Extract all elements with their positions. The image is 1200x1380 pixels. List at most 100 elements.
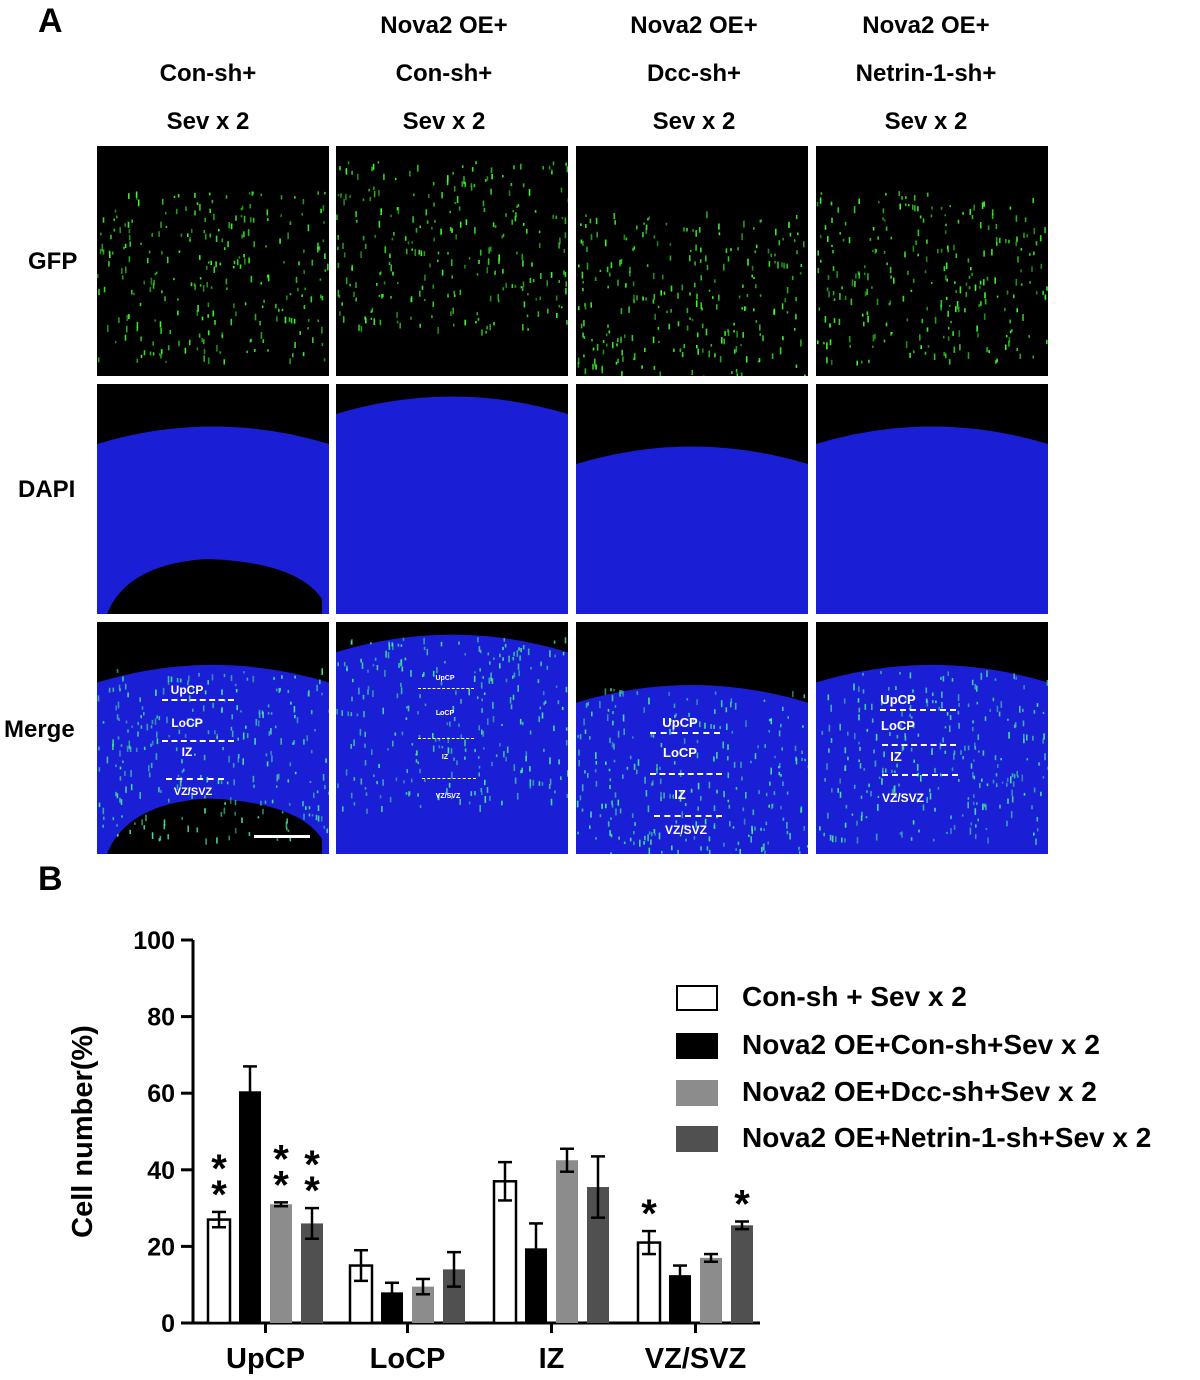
- bar: [587, 1187, 609, 1323]
- legend-swatch: [676, 985, 718, 1011]
- legend-label: Nova2 OE+Con-sh+Sev x 2: [742, 1029, 1100, 1060]
- zone-label-vzsvz: VZ/SVZ: [173, 786, 213, 798]
- bar: [669, 1275, 691, 1323]
- scale-bar: [254, 835, 310, 838]
- zone-label-iz: IZ: [674, 787, 686, 802]
- significance-mark: *: [211, 1147, 227, 1191]
- zone-label-iz: IZ: [890, 749, 902, 764]
- row-label-merge: Merge: [4, 716, 75, 743]
- row-label-dapi: DAPI: [18, 476, 76, 503]
- zone-divider: [654, 815, 722, 817]
- significance-mark: *: [273, 1163, 289, 1207]
- merge-micrograph: [576, 622, 808, 854]
- zone-divider: [650, 773, 722, 775]
- legend-swatch: [676, 1033, 718, 1059]
- column-header-3: Nova2 OE+ Dcc-sh+ Sev x 2: [574, 2, 814, 146]
- gfp-micrograph: [816, 146, 1048, 376]
- zone-divider: [422, 778, 476, 779]
- column-header-line: Sev x 2: [652, 108, 736, 135]
- zone-label-upcp: UpCP: [170, 683, 204, 697]
- merge-micrograph: [816, 622, 1048, 854]
- zone-label-iz: IZ: [441, 754, 449, 761]
- column-header-line: Dcc-sh+: [646, 60, 742, 87]
- zone-divider: [880, 709, 956, 711]
- dapi-micrograph: [97, 384, 329, 614]
- column-header-1: Con-sh+ Sev x 2: [88, 2, 328, 146]
- zone-divider: [162, 740, 234, 742]
- gfp-micrograph: [336, 146, 568, 376]
- column-header-line: Nova2 OE+: [630, 12, 758, 39]
- bar: [412, 1286, 434, 1323]
- bar: [301, 1223, 323, 1323]
- zone-label-upcp: UpCP: [662, 715, 698, 730]
- legend-swatch: [676, 1126, 718, 1152]
- zone-label-locp: LoCP: [171, 716, 203, 730]
- row-label-gfp: GFP: [28, 248, 78, 275]
- zone-label-locp: LoCP: [663, 745, 697, 760]
- column-header-line: Sev x 2: [166, 108, 250, 135]
- dapi-micrograph: [816, 384, 1048, 614]
- significance-mark: *: [304, 1169, 320, 1213]
- bar: [525, 1248, 547, 1323]
- y-tick-label: 0: [161, 1310, 175, 1338]
- y-tick-label: 40: [147, 1157, 175, 1185]
- gfp-micrograph: [97, 146, 329, 376]
- y-tick-label: 100: [133, 927, 175, 955]
- bar: [731, 1225, 753, 1323]
- panel-b-letter: B: [38, 860, 63, 898]
- dapi-micrograph: [336, 384, 568, 614]
- y-tick-label: 60: [147, 1080, 175, 1108]
- bar: [206, 1218, 232, 1325]
- significance-mark: *: [211, 1173, 227, 1217]
- zone-label-vzsvz: VZ/SVZ: [435, 793, 461, 800]
- legend-label: Con-sh + Sev x 2: [742, 981, 967, 1012]
- column-header-line: Con-sh+: [395, 60, 493, 87]
- column-header-line: Netrin-1-sh+: [855, 60, 997, 87]
- x-tick-label: IZ: [539, 1343, 565, 1375]
- bar: [381, 1292, 403, 1323]
- panel-a-letter: A: [38, 2, 63, 40]
- bar: [556, 1160, 578, 1323]
- dapi-micrograph: [576, 384, 808, 614]
- zone-label-locp: LoCP: [881, 718, 915, 733]
- significance-mark: *: [304, 1143, 320, 1187]
- column-header-4: Nova2 OE+ Netrin-1-sh+ Sev x 2: [806, 2, 1046, 146]
- zone-divider: [162, 699, 234, 701]
- zone-divider: [418, 738, 474, 739]
- bar: [239, 1091, 261, 1323]
- zone-label-locp: LoCP: [435, 710, 455, 717]
- zone-divider: [882, 774, 958, 776]
- bar: [492, 1180, 518, 1325]
- significance-mark: *: [641, 1192, 657, 1236]
- significance-mark: *: [734, 1183, 750, 1227]
- legend-swatch: [676, 1080, 718, 1106]
- column-header-line: Sev x 2: [402, 108, 486, 135]
- column-header-line: Con-sh+: [159, 60, 257, 87]
- y-tick-label: 80: [147, 1004, 175, 1032]
- zone-divider: [882, 744, 956, 746]
- column-header-line: [88, 2, 328, 50]
- column-header-line: Nova2 OE+: [862, 12, 990, 39]
- x-tick-label: VZ/SVZ: [645, 1343, 747, 1375]
- x-tick-label: UpCP: [226, 1343, 305, 1375]
- bar: [443, 1269, 465, 1323]
- zone-label-vzsvz: VZ/SVZ: [664, 823, 708, 837]
- y-axis-label: Cell number(%): [67, 1025, 99, 1238]
- bar: [270, 1204, 292, 1323]
- y-tick-label: 20: [147, 1233, 175, 1261]
- zone-divider: [650, 732, 720, 734]
- merge-micrograph: [97, 622, 329, 854]
- zone-label-upcp: UpCP: [880, 692, 916, 707]
- bar: [700, 1257, 722, 1323]
- legend-label: Nova2 OE+Dcc-sh+Sev x 2: [742, 1076, 1097, 1107]
- column-header-line: Nova2 OE+: [380, 12, 508, 39]
- significance-mark: *: [273, 1137, 289, 1181]
- x-tick-label: LoCP: [370, 1343, 446, 1375]
- zone-label-iz: IZ: [181, 745, 193, 759]
- legend-label: Nova2 OE+Netrin-1-sh+Sev x 2: [742, 1122, 1152, 1153]
- zone-divider: [166, 778, 224, 780]
- zone-label-vzsvz: VZ/SVZ: [881, 791, 925, 805]
- zone-divider: [418, 688, 474, 689]
- zone-label-upcp: UpCP: [435, 675, 455, 682]
